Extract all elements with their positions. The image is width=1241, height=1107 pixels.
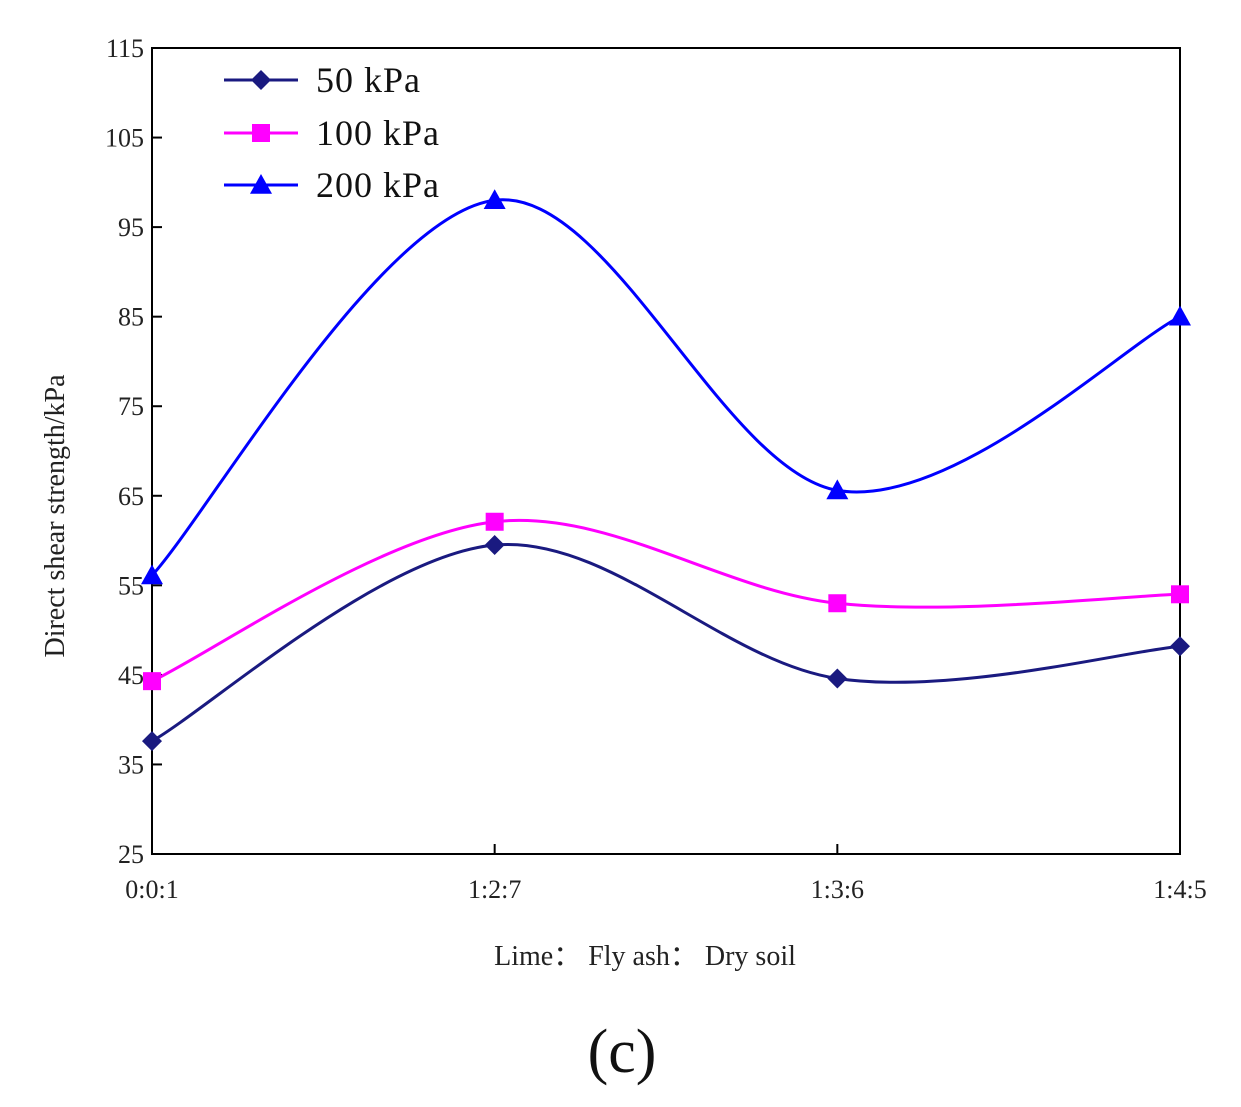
series-line-200-kpa [150, 198, 1181, 577]
data-point-200-kpa [1169, 305, 1191, 326]
data-point-100-kpa [1171, 585, 1189, 604]
x-tick-label: 1:2:7 [468, 875, 521, 904]
data-point-100-kpa [485, 512, 504, 531]
y-tick-label: 105 [105, 124, 144, 153]
figure-caption: (c) [588, 1018, 657, 1086]
x-tick-label: 1:3:6 [811, 875, 864, 904]
legend-label-50-kpa: 50 kPa [316, 60, 421, 100]
y-tick-label: 35 [118, 750, 144, 779]
y-tick-label: 25 [118, 840, 144, 869]
x-tick-label: 1:4:5 [1153, 875, 1206, 904]
legend-marker-50-kpa [251, 70, 271, 90]
legend: 50 kPa 100 kPa 200 kPa [224, 60, 440, 205]
data-point-50-kpa [1170, 636, 1190, 657]
data-point-200-kpa [141, 564, 163, 585]
y-axis-title: Direct shear strength/kPa [40, 374, 71, 658]
y-axis-ticks: 25 35 45 55 65 75 85 95 105 115 [105, 34, 162, 869]
data-point-100-kpa [828, 594, 847, 613]
y-tick-label: 65 [118, 482, 144, 511]
series-group [141, 189, 1191, 752]
y-tick-label: 95 [118, 213, 144, 242]
data-point-100-kpa [143, 672, 161, 691]
data-point-50-kpa [827, 668, 848, 689]
legend-label-200-kpa: 200 kPa [316, 165, 440, 205]
data-point-50-kpa [142, 731, 162, 752]
x-tick-label: 0:0:1 [125, 875, 178, 904]
y-tick-label: 45 [118, 661, 144, 690]
y-tick-label: 85 [118, 303, 144, 332]
data-point-200-kpa [826, 479, 849, 500]
legend-marker-200-kpa [250, 174, 272, 194]
legend-marker-100-kpa [252, 124, 270, 142]
y-tick-label: 75 [118, 392, 144, 421]
series-line-50-kpa [151, 542, 1181, 743]
y-tick-label: 115 [106, 34, 144, 63]
plot-frame [151, 47, 1181, 855]
legend-label-100-kpa: 100 kPa [316, 113, 440, 153]
x-axis-title: Lime： Fly ash： Dry soil [494, 941, 796, 972]
data-point-50-kpa [484, 535, 505, 556]
data-point-200-kpa [483, 189, 506, 210]
x-axis-ticks: 0:0:1 1:2:7 1:3:6 1:4:5 [125, 844, 1207, 904]
y-tick-label: 55 [118, 571, 144, 600]
series-line-100-kpa [151, 518, 1181, 683]
